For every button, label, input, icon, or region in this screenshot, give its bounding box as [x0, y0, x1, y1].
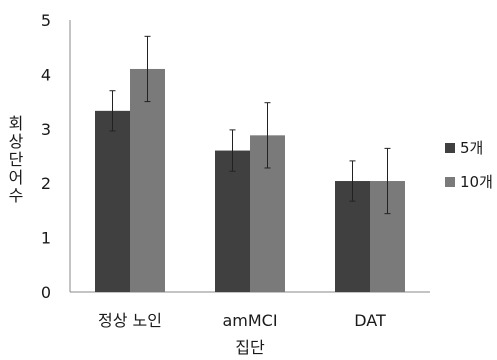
legend-label: 10개 [460, 173, 493, 191]
bar-s2 [130, 68, 165, 293]
y-tick-label: 5 [41, 11, 51, 30]
bar-s1 [95, 110, 130, 293]
error-bars-group [109, 35, 391, 215]
y-tick-labels: 0 1 2 3 4 5 [41, 11, 51, 302]
y-tick-label: 3 [41, 120, 51, 139]
legend-swatch [445, 143, 455, 153]
y-tick-label: 2 [41, 174, 51, 193]
category-label: amMCI [222, 311, 277, 330]
y-tick-label: 0 [41, 283, 51, 302]
legend-label: 5개 [460, 139, 483, 157]
category-label: DAT [354, 311, 386, 330]
y-tick-label: 1 [41, 229, 51, 248]
bar-s1 [215, 150, 250, 292]
legend-swatch [445, 177, 455, 187]
x-axis-title: 집단 [235, 338, 265, 357]
bars-group [95, 68, 405, 293]
y-axis: 0 1 2 3 4 5 [41, 11, 71, 302]
y-tick-label: 4 [41, 65, 51, 84]
legend: 5개 10개 [445, 139, 493, 191]
category-label: 정상 노인 [98, 311, 162, 330]
category-labels: 정상 노인 amMCI DAT [98, 311, 386, 330]
